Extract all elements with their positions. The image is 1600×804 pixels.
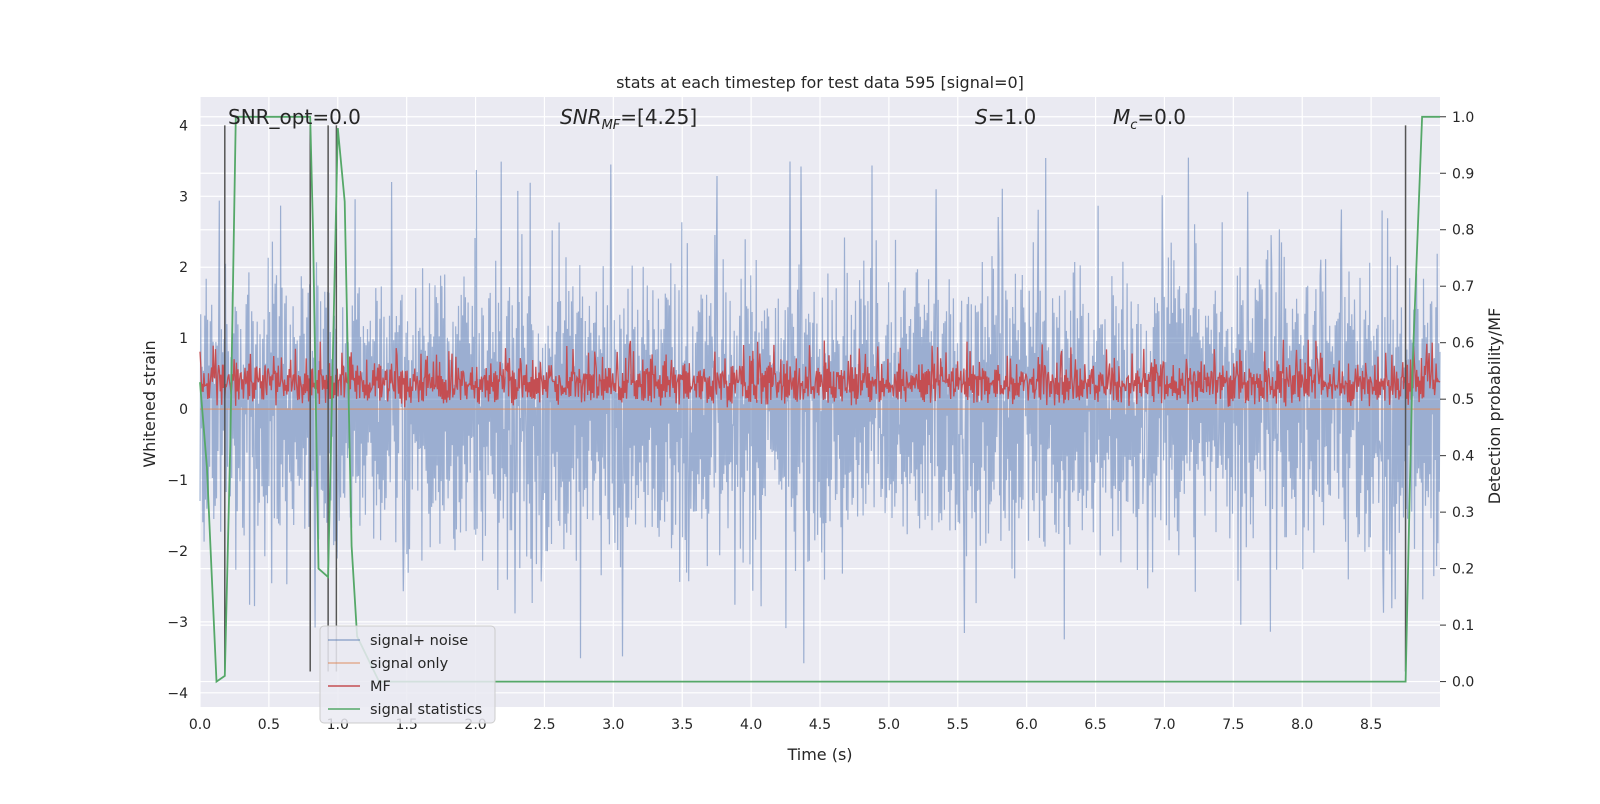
y-axis-label: Whitened strain [140, 340, 159, 467]
signal-statistics-line [199, 115, 1440, 684]
annotation-mc: Mc=0.0 [1113, 105, 1186, 133]
y2-tick-label: 0.1 [1452, 618, 1474, 634]
x-tick-label: 0.5 [258, 717, 280, 733]
x-tick-label: 7.0 [1153, 717, 1175, 733]
x-tick-label: 6.0 [1016, 717, 1038, 733]
x-tick-label: 8.5 [1360, 717, 1382, 733]
y2-tick-labels: 0.0 0.1 0.2 0.3 0.4 0.5 0.6 0.7 0.8 0.9 1.0 [1440, 110, 1474, 691]
y2-tick-label: 0.8 [1452, 223, 1474, 239]
y-tick-label: 1 [179, 331, 188, 347]
x-tick-label: 8.0 [1291, 717, 1313, 733]
y-tick-labels: −4 −3 −2 −1 0 1 2 3 4 [167, 118, 188, 701]
legend-label-stat: signal statistics [370, 702, 482, 718]
x-tick-label: 4.0 [740, 717, 762, 733]
annotation-snr-mf: SNRMF=[4.25] [560, 105, 697, 133]
y-tick-label: −4 [167, 686, 188, 702]
y-tick-label: 4 [179, 118, 188, 134]
y-tick-label: −1 [167, 473, 188, 489]
chart-title: stats at each timestep for test data 595… [616, 73, 1024, 92]
y2-tick-label: 0.6 [1452, 336, 1474, 352]
series-mf [199, 339, 1441, 408]
x-tick-label: 7.5 [1222, 717, 1244, 733]
annotation-s: S=1.0 [975, 105, 1036, 129]
x-tick-label: 6.5 [1084, 717, 1106, 733]
legend: signal+ noise signal only MF signal stat… [319, 625, 496, 724]
x-tick-label: 0.0 [189, 717, 211, 733]
y2-tick-label: 0.3 [1452, 505, 1474, 521]
legend-label-mf: MF [370, 679, 391, 695]
y2-tick-label: 0.4 [1452, 449, 1474, 465]
y2-tick-label: 0.2 [1452, 562, 1474, 578]
y2-tick-label: 0.0 [1452, 675, 1474, 691]
y-tick-label: −2 [167, 544, 188, 560]
annotation-snr-opt: SNR_opt=0.0 [228, 105, 361, 129]
y2-tick-label: 0.7 [1452, 279, 1474, 295]
legend-label-noise: signal+ noise [370, 633, 468, 649]
x-tick-label: 3.5 [671, 717, 693, 733]
mf-line [199, 339, 1441, 408]
x-tick-label: 5.5 [947, 717, 969, 733]
x-tick-labels: 0.0 0.5 1.0 1.5 2.0 2.5 3.0 3.5 4.0 4.5 5.0 5.5 6.0 6… [189, 717, 1382, 733]
x-tick-label: 2.5 [533, 717, 555, 733]
y-tick-label: 3 [179, 189, 188, 205]
y2-tick-label: 1.0 [1452, 110, 1474, 126]
legend-label-signal: signal only [370, 656, 449, 672]
y-tick-label: 0 [179, 402, 188, 418]
series-signal-statistics [199, 115, 1440, 684]
x-tick-label: 5.0 [878, 717, 900, 733]
y2-tick-label: 0.9 [1452, 166, 1474, 182]
y-tick-label: −3 [167, 615, 188, 631]
y2-tick-label: 0.5 [1452, 392, 1474, 408]
x-tick-label: 4.5 [809, 717, 831, 733]
x-tick-label: 3.0 [602, 717, 624, 733]
legend-box [319, 625, 496, 724]
y2-axis-label: Detection probability/MF [1485, 308, 1504, 505]
x-axis-label: Time (s) [786, 745, 852, 764]
y-tick-label: 2 [179, 260, 188, 276]
